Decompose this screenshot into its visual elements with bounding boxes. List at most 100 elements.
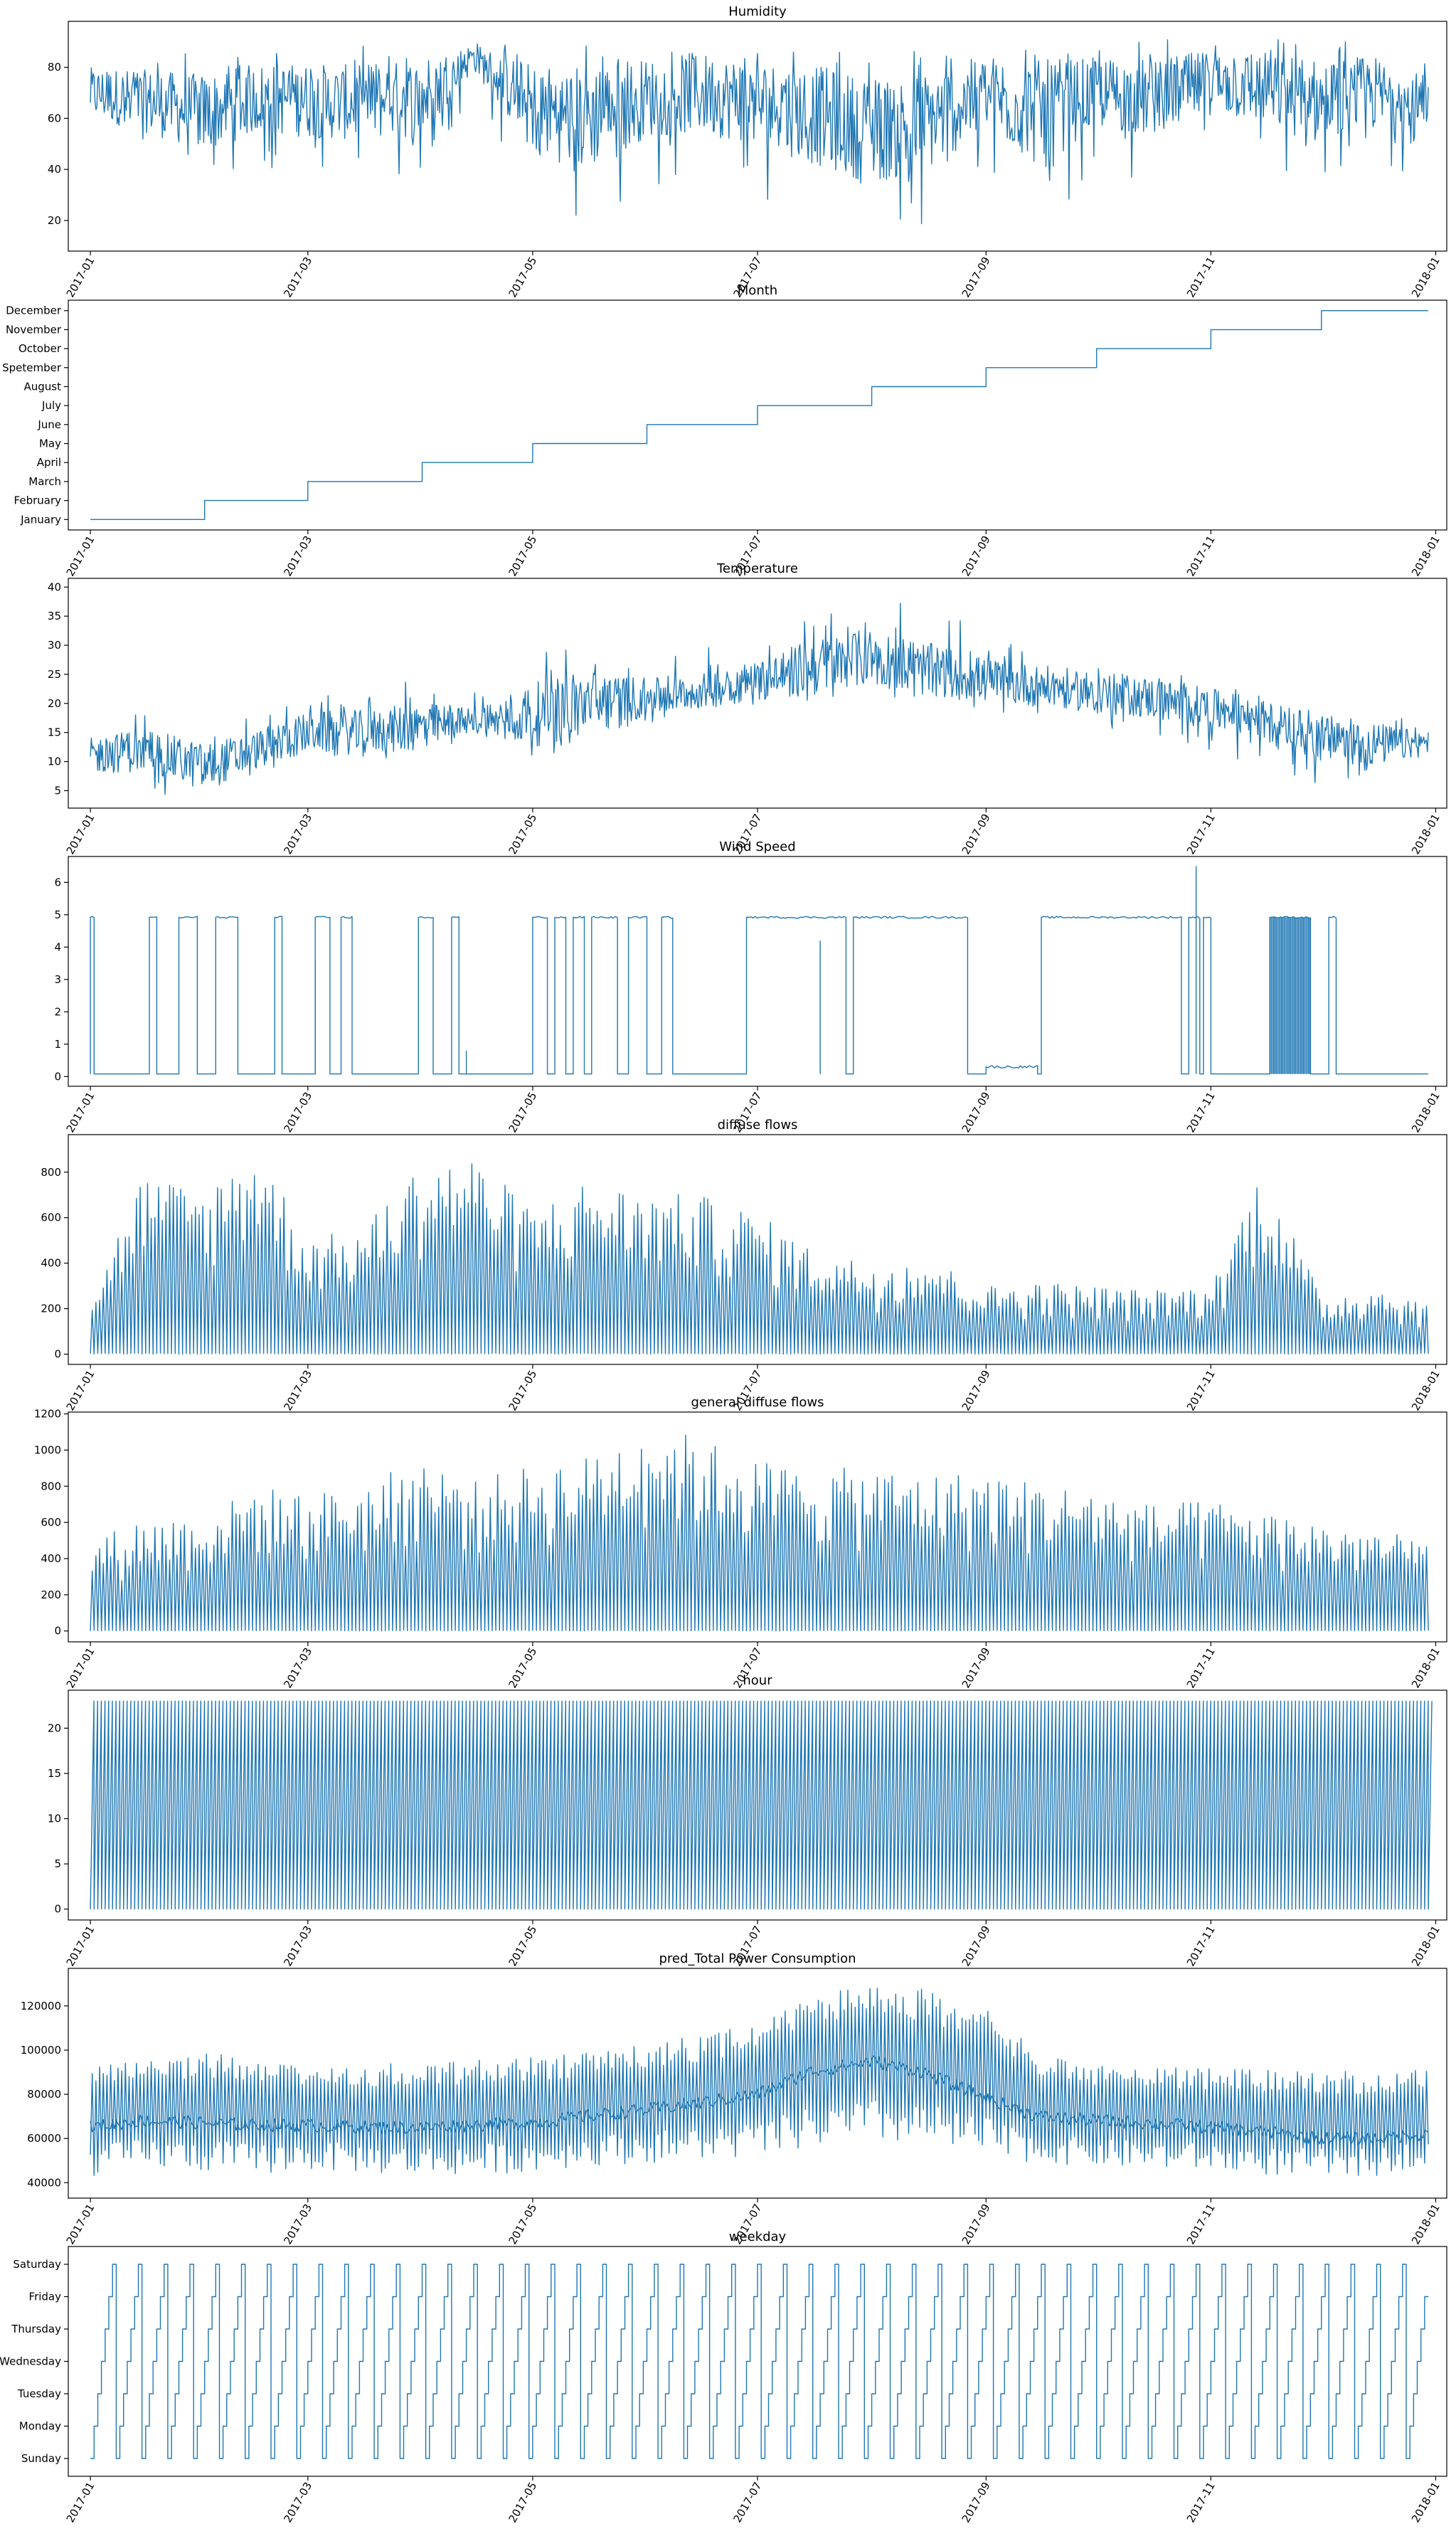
y-tick-label: 400 (41, 1257, 61, 1270)
panel-4: 0 200 400 600 800 2017-01 2017-03 2017-05 2017-0… (41, 1118, 1447, 1413)
y-tick-label: 40 (48, 580, 61, 593)
y-tick-label: 30 (48, 639, 61, 652)
y-tick-label: Saturday (13, 2258, 61, 2271)
y-tick-label: 80000 (27, 2088, 61, 2101)
series-line-7 (90, 1988, 1429, 2176)
series-3 (90, 866, 1429, 1075)
x-tick-label: 2017-05 (506, 534, 539, 578)
y-tick-label: 20 (48, 1722, 61, 1734)
y-tick-label: 15 (48, 1767, 61, 1780)
x-tick-label: 2017-05 (506, 1645, 539, 1690)
panel-title: Humidity (728, 4, 787, 19)
x-tick-label: 2017-09 (960, 2202, 993, 2246)
x-tick-label: 2017-09 (960, 812, 993, 856)
y-tick-label: 100000 (21, 2044, 61, 2057)
wind-speed-line (90, 916, 1429, 1075)
x-tick-label: 2017-11 (1184, 812, 1218, 856)
y-tick-label: 6 (54, 876, 61, 888)
panel-title: general diffuse flows (691, 1395, 824, 1410)
x-tick-label: 2017-01 (64, 1924, 97, 1968)
y-tick-label: 20 (48, 697, 61, 710)
y-tick-label: Sunday (21, 2452, 61, 2465)
x-tick-label: 2017-05 (506, 2202, 539, 2246)
y-tick-label: April (37, 456, 61, 469)
y-tick-label: 0 (54, 1903, 61, 1916)
x-tick-label: 2018-01 (1409, 1368, 1442, 1413)
panel-title: hour (743, 1673, 772, 1688)
x-tick-label: 2018-01 (1409, 2480, 1442, 2525)
x-tick-label: 2017-03 (281, 534, 314, 578)
x-tick-label: 2017-03 (281, 1090, 314, 1135)
x-tick-label: 2017-09 (960, 1645, 993, 1690)
x-tick-label: 2017-11 (1184, 1924, 1218, 1968)
x-tick-label: 2017-05 (506, 812, 539, 856)
y-tick-label: 35 (48, 610, 61, 622)
series-6 (90, 1700, 1433, 1910)
panel-title: Wind Speed (719, 839, 795, 854)
panel-8: Sunday Monday Tuesday Wednesday Thursday Frid… (0, 2229, 1447, 2525)
x-tick-label: 2017-09 (960, 534, 993, 578)
x-tick-label: 2017-09 (960, 1368, 993, 1413)
y-tick-label: March (28, 475, 61, 488)
y-tick-label: February (14, 494, 62, 507)
x-tick-label: 2017-05 (506, 1924, 539, 1968)
hour-line (90, 1700, 1433, 1910)
y-tick-label: May (39, 437, 61, 450)
y-tick-label: 120000 (21, 2000, 61, 2012)
y-tick-label: 400 (41, 1552, 61, 1565)
panel-title: Month (738, 283, 777, 298)
x-tick-label: 2017-03 (281, 2202, 314, 2246)
y-tick-label: 25 (48, 668, 61, 681)
x-tick-label: 2017-01 (64, 2480, 97, 2525)
panel-title: pred_Total Power Consumption (659, 1951, 856, 1966)
y-tick-label: 800 (41, 1166, 61, 1179)
series-7 (90, 1988, 1429, 2176)
x-tick-label: 2017-11 (1184, 1368, 1218, 1413)
panel-title: diffuse flows (718, 1118, 798, 1132)
x-tick-label: 2018-01 (1409, 812, 1442, 856)
y-tick-label: 5 (54, 908, 61, 921)
panel-2: 5 10 15 20 25 30 35 40 2017-01 2017-03 2017-05 2017… (48, 561, 1447, 856)
wind-speed-dense (1269, 917, 1311, 1074)
y-tick-label: 1 (54, 1038, 61, 1051)
y-tick-label: 800 (41, 1480, 61, 1492)
y-tick-label: 2 (54, 1005, 61, 1018)
x-tick-label: 2017-01 (64, 1090, 97, 1135)
month-step-line (90, 310, 1429, 520)
y-tick-label: 600 (41, 1516, 61, 1529)
y-tick-label: 1200 (34, 1408, 61, 1421)
power-mean-band (90, 2055, 1429, 2145)
x-tick-label: 2017-01 (64, 812, 97, 856)
y-tick-label: August (24, 380, 62, 393)
x-tick-label: 2018-01 (1409, 1924, 1442, 1968)
x-tick-label: 2017-03 (281, 2480, 314, 2525)
x-tick-label: 2017-11 (1184, 2480, 1218, 2525)
axes-frame (68, 578, 1447, 809)
x-tick-label: 2017-09 (960, 255, 993, 299)
weekday-step-line (90, 2264, 1429, 2459)
y-tick-label: 10 (48, 1813, 61, 1825)
x-tick-label: 2017-05 (506, 2480, 539, 2525)
y-tick-label: 600 (41, 1211, 61, 1224)
series-1 (90, 310, 1429, 520)
x-tick-label: 2017-03 (281, 255, 314, 299)
x-tick-label: 2017-09 (960, 1090, 993, 1135)
panel-1: January February March April May June July Augu… (2, 283, 1447, 578)
y-tick-label: Tuesday (17, 2387, 61, 2400)
y-tick-label: 3 (54, 973, 61, 986)
series-4 (90, 1163, 1429, 1355)
y-tick-label: October (18, 342, 62, 355)
x-tick-label: 2017-01 (64, 534, 97, 578)
y-tick-label: Wednesday (0, 2355, 61, 2368)
y-tick-label: 40 (48, 163, 61, 176)
y-tick-label: 5 (54, 784, 61, 797)
series-line-2 (90, 603, 1429, 795)
y-tick-label: 0 (54, 1625, 61, 1638)
y-tick-label: 5 (54, 1857, 61, 1870)
series-8 (90, 2264, 1429, 2459)
y-tick-label: July (41, 399, 61, 412)
